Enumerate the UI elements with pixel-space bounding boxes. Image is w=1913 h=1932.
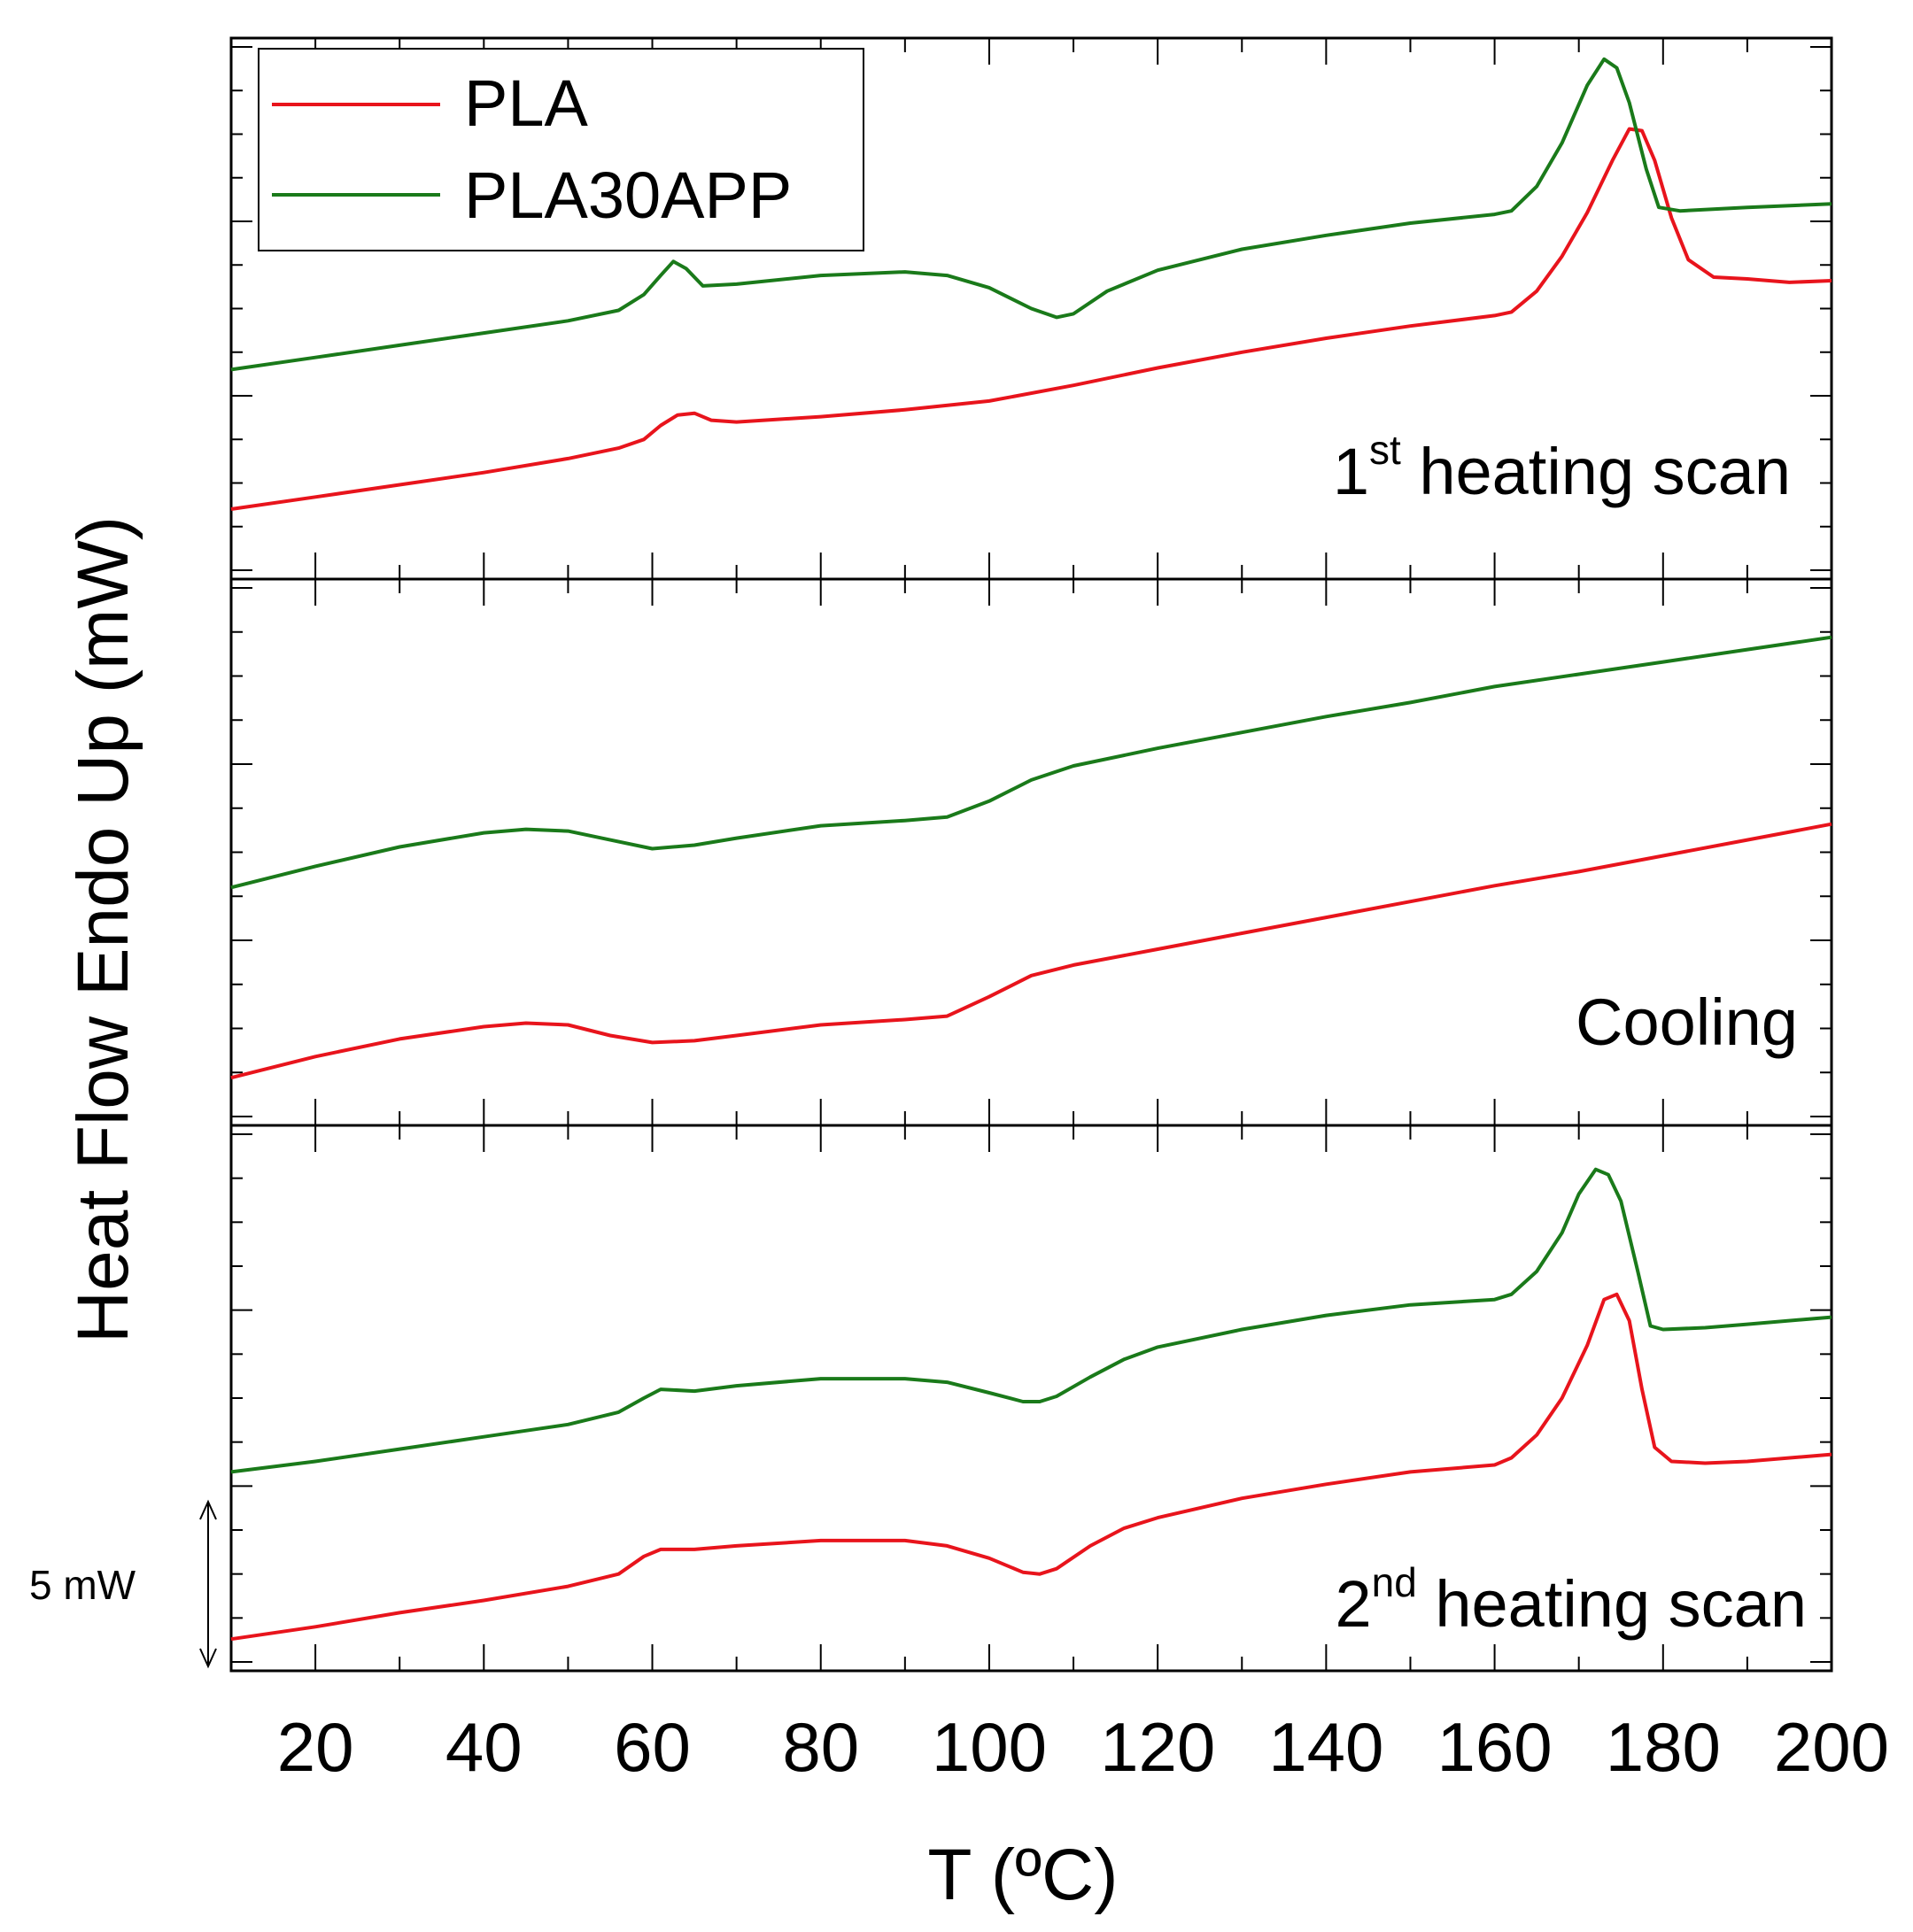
x-tick-label: 180 (1606, 1708, 1721, 1786)
panel-label-2nd-heating: 2nd heating scan (1335, 1559, 1807, 1641)
data-series (230, 57, 1832, 1642)
series-line-pla30app-panel-2nd-heating (230, 1167, 1832, 1474)
axis-ticks: 20 40 60 80 100 120 140 160 180 200 (231, 38, 1889, 1786)
panel-label-1st-heating: 1st heating scan (1333, 427, 1791, 508)
panel-label-cooling: Cooling (1576, 985, 1798, 1059)
y-axis-title: Heat Flow Endo Up (mW) (63, 516, 143, 1343)
scale-bar-arrow-down-icon (199, 1648, 217, 1669)
series-line-pla-panel-1st-heating (230, 127, 1832, 511)
scale-bar-arrow-up-icon (199, 1499, 217, 1520)
scale-bar-label: 5 mW (29, 1562, 136, 1608)
legend-label-pla30app: PLA30APP (464, 158, 792, 232)
x-tick-label: 80 (782, 1708, 859, 1786)
legend-box (258, 48, 864, 251)
series-line-pla30app-panel-1st-heating (230, 57, 1832, 372)
x-tick-label: 100 (932, 1708, 1047, 1786)
legend: PLA PLA30APP (258, 48, 864, 251)
series-line-pla-panel-2nd-heating (230, 1292, 1832, 1642)
x-axis-title: T (ºC) (927, 1835, 1118, 1915)
scale-bar: 5 mW (29, 1499, 217, 1669)
x-tick-label: 120 (1100, 1708, 1215, 1786)
x-tick-label: 20 (277, 1708, 354, 1786)
x-tick-label: 200 (1774, 1708, 1889, 1786)
legend-label-pla: PLA (464, 66, 589, 140)
x-tick-label: 40 (445, 1708, 523, 1786)
series-line-pla30app-panel-cooling (230, 635, 1832, 890)
x-tick-label: 160 (1437, 1708, 1553, 1786)
series-line-pla-panel-cooling (230, 822, 1832, 1080)
x-tick-label: 60 (614, 1708, 691, 1786)
x-tick-label: 140 (1268, 1708, 1383, 1786)
